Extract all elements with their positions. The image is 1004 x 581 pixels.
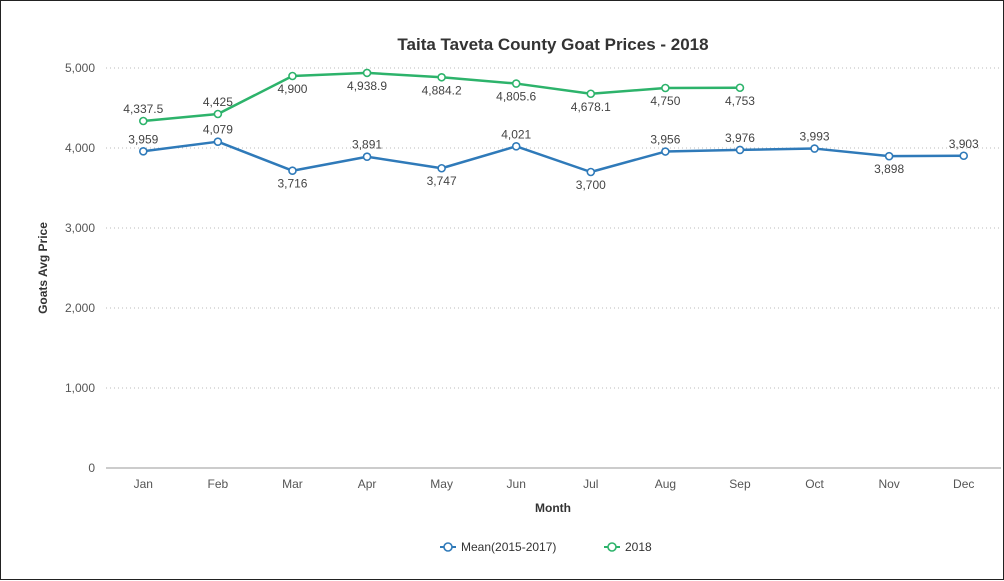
data-point <box>810 144 819 153</box>
data-label: 4,021 <box>501 127 531 141</box>
data-label: 4,750 <box>650 94 680 108</box>
series-layer: 3,959 4,079 3,716 3,891 3,747 4,021 3,700 3,956… <box>123 68 979 192</box>
data-point <box>437 72 446 82</box>
y-axis-title: Goats Avg Price <box>36 222 50 314</box>
data-label: 3,891 <box>352 138 382 152</box>
data-point <box>586 167 596 177</box>
x-tick-label: Aug <box>655 477 676 491</box>
x-tick-label: Jul <box>583 477 598 491</box>
data-label: 4,805.6 <box>496 90 536 104</box>
data-label: 4,884.2 <box>422 83 462 97</box>
x-tick-label: Sep <box>729 477 751 491</box>
legend: Mean(2015-2017) 2018 <box>440 540 652 554</box>
data-label: 4,079 <box>203 123 233 137</box>
y-tick-label: 4,000 <box>65 141 95 155</box>
data-label: 3,747 <box>427 174 457 188</box>
y-tick-label: 5,000 <box>65 61 95 75</box>
data-point <box>661 83 670 93</box>
x-axis-ticks: Jan Feb Mar Apr May Jun Jul Aug Sep Oct Nov Dec <box>134 477 975 491</box>
series-2: 4,337.5 4,425 4,900 4,938.9 4,884.2 4,805.6 4,… <box>123 68 755 126</box>
x-tick-label: Jun <box>507 477 526 491</box>
data-point <box>586 89 596 99</box>
y-tick-label: 2,000 <box>65 301 95 315</box>
data-point <box>511 79 521 88</box>
data-label: 3,976 <box>725 131 755 145</box>
x-tick-label: Dec <box>953 477 974 491</box>
data-point <box>362 68 372 78</box>
chart-title: Taita Taveta County Goat Prices - 2018 <box>397 35 708 54</box>
legend-item: 2018 <box>604 540 652 554</box>
data-point <box>437 163 446 173</box>
series-1: 3,959 4,079 3,716 3,891 3,747 4,021 3,700 3,956… <box>128 123 979 192</box>
data-label: 3,898 <box>874 162 904 176</box>
data-point <box>288 71 297 81</box>
x-tick-label: Jan <box>134 477 153 491</box>
legend-marker <box>607 542 617 552</box>
data-label: 3,716 <box>277 177 307 191</box>
data-point <box>213 109 223 119</box>
y-axis-ticks: 0 1,000 2,000 3,000 4,000 5,000 <box>65 61 95 475</box>
data-point <box>661 147 670 156</box>
data-point <box>213 137 223 146</box>
data-label: 4,678.1 <box>571 100 611 114</box>
data-label: 3,959 <box>128 132 158 146</box>
y-tick-label: 1,000 <box>65 381 95 395</box>
data-label: 3,993 <box>800 130 830 144</box>
legend-label: 2018 <box>625 540 652 554</box>
x-tick-label: Mar <box>282 477 303 491</box>
y-tick-label: 0 <box>88 461 95 475</box>
data-label: 3,903 <box>949 137 979 151</box>
data-label: 4,938.9 <box>347 79 387 93</box>
x-tick-label: Feb <box>208 477 229 491</box>
x-axis-title: Month <box>535 501 571 515</box>
legend-label: Mean(2015-2017) <box>461 540 556 554</box>
data-point <box>884 151 894 161</box>
data-point <box>138 146 148 156</box>
legend-marker <box>443 542 453 552</box>
x-tick-label: Apr <box>358 477 377 491</box>
data-point <box>735 145 745 155</box>
data-label: 4,337.5 <box>123 102 163 116</box>
x-tick-label: Oct <box>805 477 824 491</box>
series-line <box>142 140 965 174</box>
data-label: 4,753 <box>725 94 755 108</box>
data-point <box>362 152 372 162</box>
data-point <box>511 142 521 151</box>
grid-lines <box>106 67 1001 469</box>
x-tick-label: May <box>430 477 453 491</box>
data-point <box>959 151 969 161</box>
legend-item: Mean(2015-2017) <box>440 540 556 554</box>
data-point <box>735 83 745 93</box>
y-tick-label: 3,000 <box>65 221 95 235</box>
data-point <box>138 116 148 126</box>
data-label: 3,956 <box>650 133 680 147</box>
data-label: 3,700 <box>576 178 606 192</box>
data-label: 4,425 <box>203 95 233 109</box>
data-point <box>288 166 297 176</box>
data-label: 4,900 <box>277 82 307 96</box>
x-tick-label: Nov <box>878 477 899 491</box>
